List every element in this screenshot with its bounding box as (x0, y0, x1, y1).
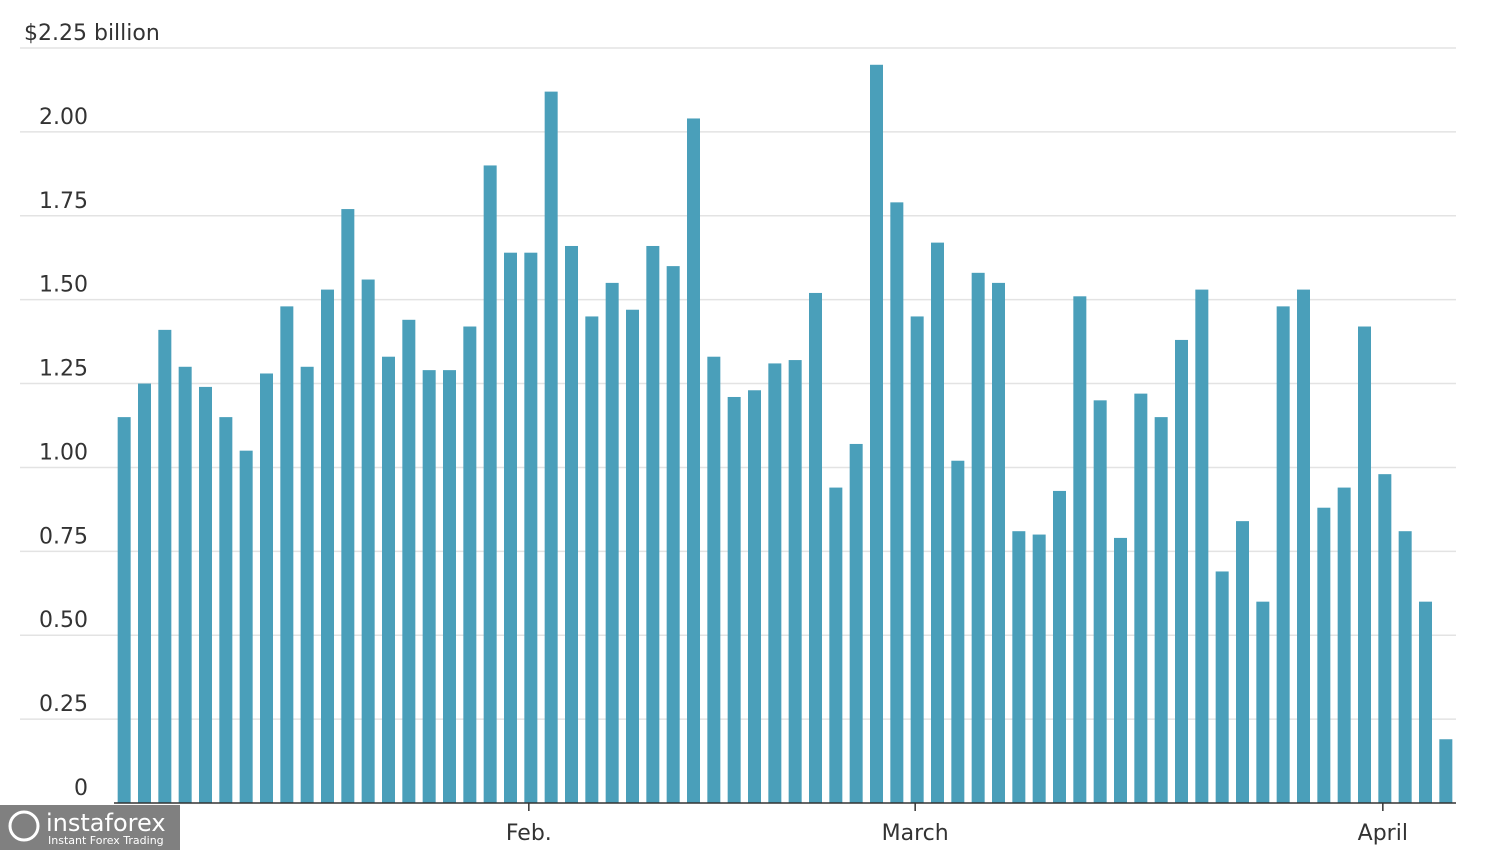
bar (626, 309, 639, 803)
bar (687, 118, 700, 803)
bar (727, 396, 741, 803)
bar (1073, 296, 1087, 803)
bar (1378, 474, 1392, 803)
bar (158, 329, 172, 803)
bar (788, 360, 802, 803)
bar (138, 383, 151, 803)
bar (280, 306, 294, 803)
bar (260, 373, 273, 803)
bar (605, 282, 619, 803)
bar (910, 316, 924, 803)
y-tick-label: 0.75 (39, 524, 88, 549)
bar (504, 252, 517, 803)
bar (239, 450, 253, 803)
bar (321, 289, 334, 804)
x-tick-label: April (1358, 821, 1408, 846)
bar (1175, 339, 1188, 803)
y-tick-label: 1.00 (39, 440, 88, 465)
bar (1276, 306, 1290, 803)
bar (748, 390, 761, 803)
bar (1439, 739, 1453, 803)
y-tick-label: 2.00 (39, 105, 88, 130)
bar (809, 292, 822, 803)
watermark: instaforex Instant Forex Trading (0, 805, 180, 850)
bar (544, 91, 558, 804)
bar (1032, 534, 1046, 803)
y-tick-label: 1.50 (39, 273, 88, 298)
bar (219, 417, 233, 803)
x-tick-label: Feb. (506, 821, 552, 846)
bar (422, 370, 436, 803)
bar (524, 252, 538, 803)
bar (1195, 289, 1209, 804)
bar (300, 366, 314, 803)
y-tick-label: 0.25 (39, 692, 88, 717)
bar (585, 316, 599, 803)
bar (463, 326, 477, 803)
bar (402, 319, 416, 803)
watermark-logo (8, 810, 40, 842)
bar (870, 64, 883, 804)
bar (890, 202, 904, 803)
bar (849, 443, 863, 803)
bar (1358, 326, 1371, 803)
bar (361, 279, 375, 803)
bar (829, 487, 843, 803)
y-tick-label: 1.75 (39, 189, 88, 214)
bar (971, 272, 985, 803)
bar (565, 245, 578, 803)
bar (1093, 400, 1107, 803)
bar (1134, 393, 1148, 803)
x-tick-label: March (882, 821, 949, 846)
bar (1236, 521, 1249, 803)
bar (382, 356, 395, 803)
bar (178, 366, 192, 803)
y-tick-label: $2.25 billion (24, 21, 160, 46)
bar (341, 209, 355, 804)
y-tick-label: 1.25 (39, 357, 88, 382)
bar (1398, 531, 1412, 803)
watermark-tagline: Instant Forex Trading (48, 834, 164, 847)
bar (1297, 289, 1310, 804)
y-tick-label: 0.50 (39, 608, 88, 633)
bar (951, 460, 965, 803)
bar (483, 165, 497, 803)
bar (1012, 531, 1026, 803)
bar (1317, 507, 1331, 803)
bar (1114, 537, 1127, 803)
watermark-brand: instaforex (46, 809, 166, 837)
bar (1053, 490, 1066, 803)
bar (1256, 601, 1270, 803)
bar (768, 363, 782, 803)
bar (931, 242, 944, 804)
bar (199, 386, 212, 803)
bar (1419, 601, 1432, 803)
bar (443, 370, 456, 803)
bar (707, 356, 721, 803)
bar (117, 417, 131, 803)
bar (1154, 417, 1168, 803)
bar (646, 245, 660, 803)
y-tick-label: 0 (74, 776, 88, 801)
bar (666, 266, 680, 804)
bar (992, 282, 1005, 803)
bar (1215, 571, 1229, 803)
bar (1337, 487, 1351, 803)
